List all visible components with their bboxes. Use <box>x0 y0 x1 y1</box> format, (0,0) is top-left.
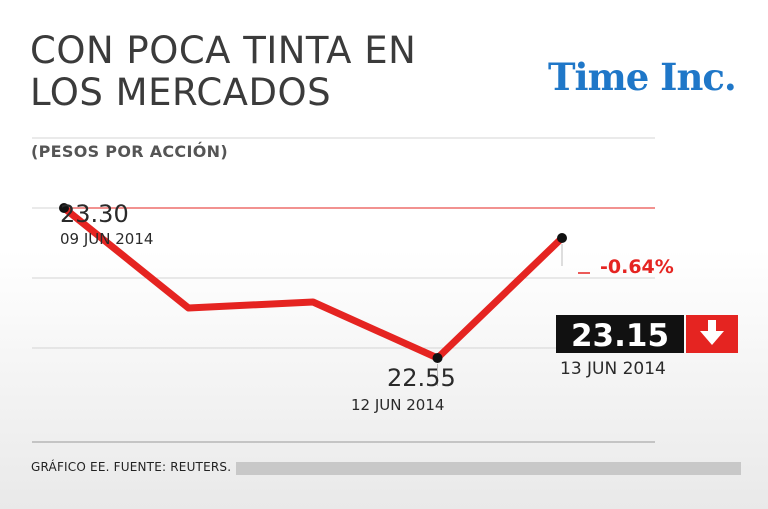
low-date-label: 12 JUN 2014 <box>351 396 444 414</box>
title-line-2: LOS MERCADOS <box>30 71 332 114</box>
data-point <box>432 353 443 363</box>
time-inc-logo: Time Inc. <box>548 55 737 99</box>
change-percent-label: -0.64% <box>600 256 674 278</box>
end-value-badge: 23.15 <box>556 315 738 354</box>
data-point <box>59 203 69 213</box>
arrow-down-icon <box>700 320 724 345</box>
unit-subtitle: (PESOS POR ACCIÓN) <box>31 142 228 161</box>
start-value-label: 23.30 <box>60 200 129 228</box>
end-value-label: 23.15 <box>571 318 669 354</box>
data-point <box>557 233 567 243</box>
low-value-label: 22.55 <box>387 364 456 392</box>
series-line <box>60 204 566 362</box>
title-line-1: CON POCA TINTA EN <box>30 29 417 72</box>
chart-title: CON POCA TINTA EN LOS MERCADOS <box>30 30 416 114</box>
source-footer: GRÁFICO EE. FUENTE: REUTERS. <box>31 460 232 474</box>
end-date-label: 13 JUN 2014 <box>560 359 666 379</box>
footer-bar <box>236 462 741 475</box>
badge-background <box>556 315 684 353</box>
start-date-label: 09 JUN 2014 <box>60 230 153 248</box>
